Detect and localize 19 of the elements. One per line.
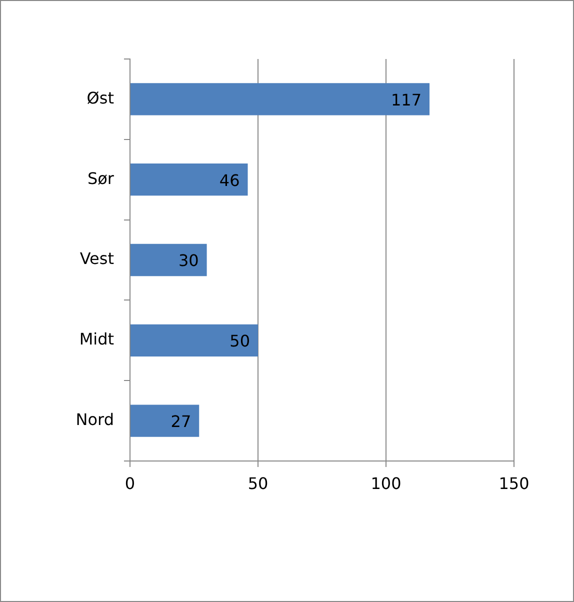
bar [130, 244, 207, 276]
x-tick-label: 0 [124, 474, 136, 493]
y-tick-label: Sør [87, 168, 114, 188]
data-label: 117 [390, 90, 422, 110]
y-tick-label: Vest [80, 249, 114, 268]
data-label: 30 [178, 251, 199, 270]
data-label: 27 [170, 412, 192, 431]
y-tick-label: Midt [79, 330, 114, 349]
data-label: 50 [230, 332, 250, 351]
bar [130, 83, 430, 116]
y-tick-label: Øst [86, 88, 114, 108]
y-tick-label: Nord [76, 410, 114, 429]
x-tick-label: 150 [498, 474, 530, 493]
data-label: 46 [219, 170, 240, 190]
bar [130, 404, 200, 437]
x-tick-label: 100 [370, 474, 402, 493]
bar [130, 324, 258, 356]
x-tick-label: 50 [248, 474, 268, 493]
bar [130, 164, 248, 196]
